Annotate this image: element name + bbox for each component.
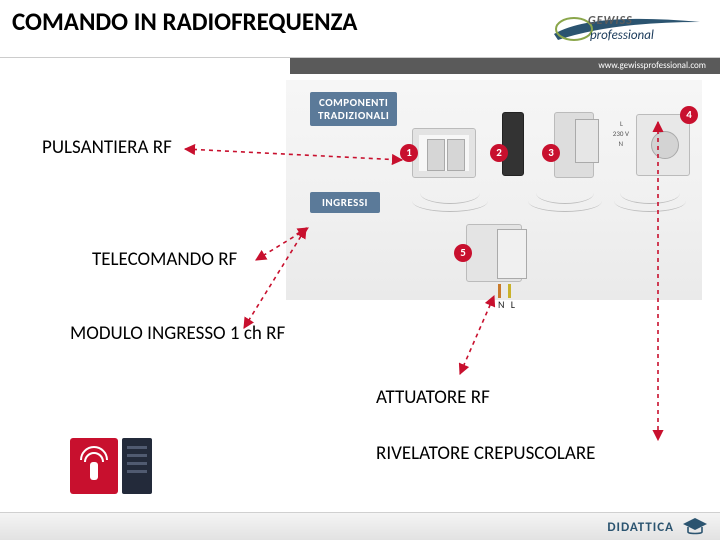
label-rivelatore: RIVELATORE CREPUSCOLARE	[376, 442, 595, 465]
label-modulo: MODULO INGRESSO 1 ch RF	[70, 322, 285, 345]
label-telecomando: TELECOMANDO RF	[92, 248, 237, 271]
wire-n	[498, 284, 501, 298]
logo-text-primary: GEWISS	[588, 14, 633, 28]
device-module-socket	[575, 119, 599, 163]
label-attuatore: ATTUATORE RF	[376, 386, 490, 409]
label-pulsantiera: PULSANTIERA RF	[42, 136, 172, 159]
badge-1: 1	[400, 144, 418, 162]
device-module-box: L 230 V N	[554, 112, 594, 178]
badge-2: 2	[490, 144, 508, 162]
device-switch-plate	[412, 128, 476, 178]
rf-wave-icon	[614, 190, 686, 212]
footer-didattica: DIDATTICA	[607, 520, 674, 535]
rf-icons-group	[70, 438, 160, 494]
rf-wave-icon	[412, 190, 488, 212]
nl-label-bottom: N L	[498, 298, 517, 311]
rf-remote-icon	[122, 438, 152, 494]
rf-badge-icon	[70, 438, 118, 494]
graduation-cap-icon	[682, 515, 708, 537]
arrow	[460, 296, 494, 374]
ln-n: N	[618, 139, 623, 148]
rf-wave-icon	[528, 190, 602, 212]
url-bar: www.gewissprofessional.com	[290, 58, 720, 74]
section-label-ingressi: INGRESSI	[310, 192, 380, 213]
logo-text-secondary: professional	[590, 28, 654, 43]
device-input-module	[466, 224, 522, 282]
wire-l	[508, 284, 511, 298]
brand-logo: GEWISS professional	[552, 6, 702, 50]
badge-5: 5	[454, 244, 472, 262]
header: COMANDO IN RADIOFREQUENZA GEWISS profess…	[0, 0, 720, 58]
badge-3: 3	[542, 144, 560, 162]
device-input-module-face	[497, 229, 527, 279]
device-sensor	[636, 114, 690, 176]
ln-l: L	[620, 119, 623, 128]
badge-4: 4	[680, 106, 698, 124]
page-title: COMANDO IN RADIOFREQUENZA	[12, 6, 357, 37]
footer: DIDATTICA	[0, 512, 720, 540]
device-remote	[502, 112, 524, 176]
ln-230v: 230 V	[613, 129, 629, 138]
section-label-traditional: COMPONENTI TRADIZIONALI	[310, 92, 397, 126]
